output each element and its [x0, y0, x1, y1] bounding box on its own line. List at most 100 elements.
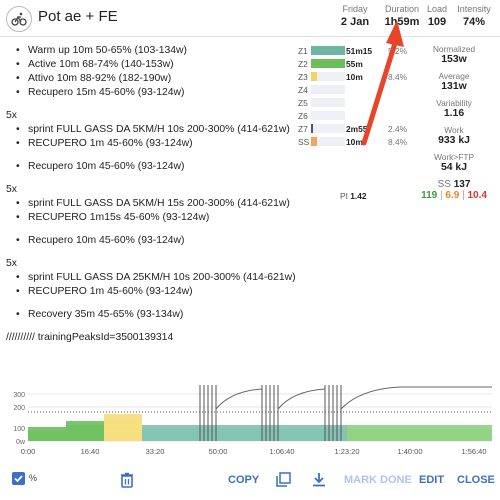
step-line: Recupero 10m 45-60% (93-124w)	[16, 160, 298, 174]
zone-row-z4: Z4	[298, 83, 416, 96]
x-tick-label: 0:00	[21, 447, 36, 456]
step-line: RECUPERO 1m 45-60% (93-124w)	[16, 285, 298, 299]
workout-title: Pot ae + FE	[38, 8, 118, 25]
stat-day-value: 2 Jan	[340, 16, 370, 28]
stat-variability-value: 1.16	[443, 108, 465, 119]
power-graph[interactable]: 300 200 100 0w0:00 16:40 33:20 50:00 1:06:40 1:2…	[0, 381, 500, 461]
power-block-shade	[66, 425, 104, 441]
step-line: Recupero 15m 45-60% (93-124w)	[16, 86, 298, 100]
zone-time: 10m	[346, 137, 363, 147]
stat-intensity: Intensity 74%	[454, 4, 494, 28]
stat-work-value: 933 kJ	[438, 135, 470, 146]
zone-track	[311, 98, 345, 107]
zone-row-z6: Z6	[298, 109, 416, 122]
step-line: Recovery 35m 45-65% (93-134w)	[16, 308, 298, 322]
stat-duration: Duration 1h59m	[380, 4, 424, 28]
ss-orange: 6.9	[445, 190, 460, 201]
zone-track	[311, 46, 345, 55]
stat-load-label: Load	[426, 4, 448, 14]
stat-work-label: Work	[444, 125, 464, 135]
zone-row-ss: SS 10m 8.4%	[298, 135, 416, 148]
trainingpeaks-id: ////////// trainingPeaksId=3500139314	[6, 332, 174, 343]
step-line: Warm up 10m 50-65% (103-134w)	[16, 44, 298, 58]
stat-intensity-value: 74%	[462, 16, 486, 28]
stat-duration-value: 1h59m	[384, 16, 420, 28]
zone-percent: 8.4%	[388, 72, 408, 82]
repeat-label: 5x	[6, 258, 17, 269]
ss-value: 137	[453, 179, 471, 190]
step-line: sprint FULL GASS DA 5KM/H 15s 200-300% (…	[16, 197, 298, 211]
delete-icon[interactable]	[120, 472, 134, 491]
zone-row-z5: Z5	[298, 96, 416, 109]
stat-work: Work 933 kJ	[420, 125, 488, 146]
zone-breakdown: Z1 51m15 5.2% Z2 55m Z3 10m 8.4% Z4 Z5 Z6 Z7 2m55 2.4…	[298, 44, 416, 201]
bottom-toolbar: % COPY MARK DONE EDIT CLOSE	[0, 462, 500, 500]
zone-track	[311, 124, 345, 133]
zone-bar	[311, 46, 345, 55]
hr-curve	[340, 386, 492, 410]
x-tick-label: 1:06:40	[269, 447, 294, 456]
zone-track	[311, 59, 345, 68]
zone-label: Z3	[298, 72, 308, 82]
stat-work-ftp-value: 54 kJ	[440, 162, 467, 173]
stat-normalized-label: Normalized	[432, 44, 476, 54]
stat-normalized-value: 153w	[441, 54, 467, 65]
y-tick-label: 200	[13, 405, 25, 412]
edit-button[interactable]: EDIT	[419, 474, 445, 486]
hr-curve	[215, 388, 263, 410]
copy-multiple-icon[interactable]	[276, 472, 291, 490]
stat-variability-label: Variability	[436, 98, 472, 108]
summary-stats: Normalized 153w Average 131w Variability 1.…	[420, 44, 488, 201]
zone-row-z3: Z3 10m 8.4%	[298, 70, 416, 83]
zone-track	[311, 72, 345, 81]
zone-label: Z5	[298, 98, 308, 108]
zone-label: Z4	[298, 85, 308, 95]
step-line: Recupero 10m 45-60% (93-124w)	[16, 234, 298, 248]
zone-label: Z6	[298, 111, 308, 121]
step-line: Attivo 10m 88-92% (182-190w)	[16, 72, 298, 86]
hr-curve	[277, 388, 326, 410]
stat-duration-label: Duration	[384, 4, 420, 14]
percent-label: %	[29, 473, 38, 483]
power-block-shade	[262, 429, 347, 441]
workout-content: Warm up 10m 50-65% (103-134w) Active 10m…	[0, 36, 500, 381]
power-block-shade	[202, 429, 262, 441]
ss-red: 10.4	[467, 190, 487, 201]
zone-label: Z1	[298, 46, 308, 56]
ss-label: SS	[437, 179, 451, 190]
zone-label: SS	[298, 137, 310, 147]
workout-description: Warm up 10m 50-65% (103-134w) Active 10m…	[6, 44, 298, 345]
sweet-spot-stat: SS 137 119 | 6.9 | 10.4	[421, 179, 487, 201]
stat-work-ftp: Work>FTP 54 kJ	[420, 152, 488, 173]
stat-load-value: 109	[427, 16, 447, 28]
ss-green: 119	[421, 190, 438, 201]
zone-bar	[311, 59, 345, 68]
power-block-shade	[142, 429, 202, 441]
step-line: Active 10m 68-74% (140-153w)	[16, 58, 298, 72]
stat-average-value: 131w	[441, 81, 467, 92]
download-icon[interactable]	[312, 472, 326, 490]
zone-bar	[311, 72, 318, 81]
y-tick-label: 300	[13, 392, 25, 399]
y-tick-label: 100	[13, 426, 25, 433]
zone-row-z2: Z2 55m	[298, 57, 416, 70]
stat-average: Average 131w	[420, 71, 488, 92]
zone-percent: 2.4%	[388, 124, 408, 134]
zone-label: Z7	[298, 124, 308, 134]
zone-time: 55m	[346, 59, 363, 69]
zone-time: 51m15	[346, 46, 373, 56]
stat-intensity-label: Intensity	[457, 4, 491, 14]
stat-work-ftp-label: Work>FTP	[433, 152, 475, 162]
step-line: RECUPERO 1m 45-60% (93-124w)	[16, 137, 298, 151]
close-button[interactable]: CLOSE	[457, 474, 495, 486]
copy-button[interactable]: COPY	[228, 474, 260, 486]
percent-checkbox[interactable]	[12, 472, 25, 485]
stat-variability: Variability 1.16	[420, 98, 488, 119]
step-line: RECUPERO 1m15s 45-60% (93-124w)	[16, 211, 298, 225]
mark-done-button[interactable]: MARK DONE	[344, 474, 412, 486]
x-tick-label: 1:40:00	[397, 447, 422, 456]
pi-value: 1.42	[350, 191, 367, 201]
x-tick-label: 16:40	[81, 447, 100, 456]
step-line: sprint FULL GASS DA 5KM/H 10s 200-300% (…	[16, 123, 298, 137]
repeat-label: 5x	[6, 184, 17, 195]
